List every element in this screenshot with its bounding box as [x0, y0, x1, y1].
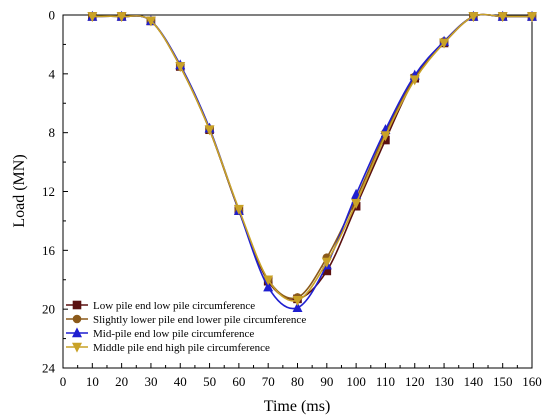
x-tick-label: 60 — [232, 374, 245, 389]
y-tick-label: 4 — [49, 66, 56, 81]
series-1 — [88, 12, 537, 304]
legend-marker — [72, 342, 82, 353]
x-tick-label: 120 — [405, 374, 425, 389]
x-tick-label: 140 — [464, 374, 484, 389]
legend-item: Slightly lower pile end lower pile circu… — [66, 314, 306, 326]
x-tick-label: 100 — [346, 374, 366, 389]
x-tick-label: 150 — [493, 374, 513, 389]
x-tick-label: 70 — [262, 374, 275, 389]
series-layer — [87, 10, 537, 312]
data-point — [233, 204, 244, 215]
legend-marker — [72, 327, 82, 338]
x-tick-label: 90 — [320, 374, 333, 389]
data-point — [497, 12, 508, 23]
series-4 — [87, 12, 537, 307]
x-tick-label: 30 — [144, 374, 157, 389]
x-tick-label: 80 — [291, 374, 304, 389]
x-tick-label: 130 — [434, 374, 454, 389]
y-tick-label: 24 — [42, 361, 56, 376]
legend-label: Middle pile end high pile circumference — [93, 342, 270, 354]
data-point — [145, 16, 156, 27]
legend: Low pile end low pile circumference Sligh… — [66, 300, 306, 354]
x-tick-label: 110 — [376, 374, 395, 389]
y-tick-label: 16 — [42, 243, 56, 258]
data-point — [321, 257, 332, 268]
x-tick-label: 0 — [60, 374, 67, 389]
legend-marker — [72, 300, 82, 310]
data-point — [175, 62, 186, 73]
legend-item: Mid-pile end low pile circumference — [66, 327, 254, 340]
series-line — [92, 13, 532, 302]
data-point — [439, 38, 450, 49]
x-tick-label: 40 — [174, 374, 187, 389]
y-tick-label: 12 — [42, 184, 55, 199]
data-point — [380, 131, 391, 142]
y-tick-label: 0 — [49, 8, 56, 23]
data-point — [263, 281, 274, 292]
series-line — [92, 13, 532, 310]
y-axis: 0 4 8 12 16 20 24 — [42, 8, 68, 376]
y-tick-label: 20 — [42, 302, 55, 317]
series-line — [92, 13, 532, 300]
data-point — [263, 275, 274, 286]
data-point — [468, 12, 479, 23]
legend-item: Middle pile end high pile circumference — [66, 342, 270, 354]
data-point — [409, 75, 420, 86]
data-point — [292, 296, 303, 307]
x-axis: 0 10 20 30 40 50 60 70 80 90 100 110 120 130 140 150 160 — [60, 363, 542, 389]
data-point — [351, 198, 362, 209]
series-3 — [87, 10, 537, 312]
x-tick-label: 50 — [203, 374, 216, 389]
legend-label: Slightly lower pile end lower pile circu… — [93, 314, 306, 326]
legend-label: Mid-pile end low pile circumference — [93, 328, 254, 340]
series-line — [92, 13, 532, 301]
data-point — [87, 12, 98, 23]
legend-label: Low pile end low pile circumference — [93, 300, 255, 312]
legend-item: Low pile end low pile circumference — [66, 300, 255, 312]
series-2 — [88, 12, 537, 302]
data-point — [116, 12, 127, 23]
legend-marker — [72, 314, 82, 324]
x-tick-label: 20 — [115, 374, 128, 389]
data-point — [292, 302, 303, 312]
data-point — [527, 12, 537, 23]
x-tick-label: 10 — [86, 374, 99, 389]
data-point — [351, 188, 362, 199]
y-tick-label: 8 — [49, 125, 56, 140]
data-point — [204, 125, 215, 136]
y-axis-title: Load (MN) — [11, 154, 28, 227]
x-tick-label: 160 — [522, 374, 542, 389]
x-axis-title: Time (ms) — [264, 398, 331, 415]
